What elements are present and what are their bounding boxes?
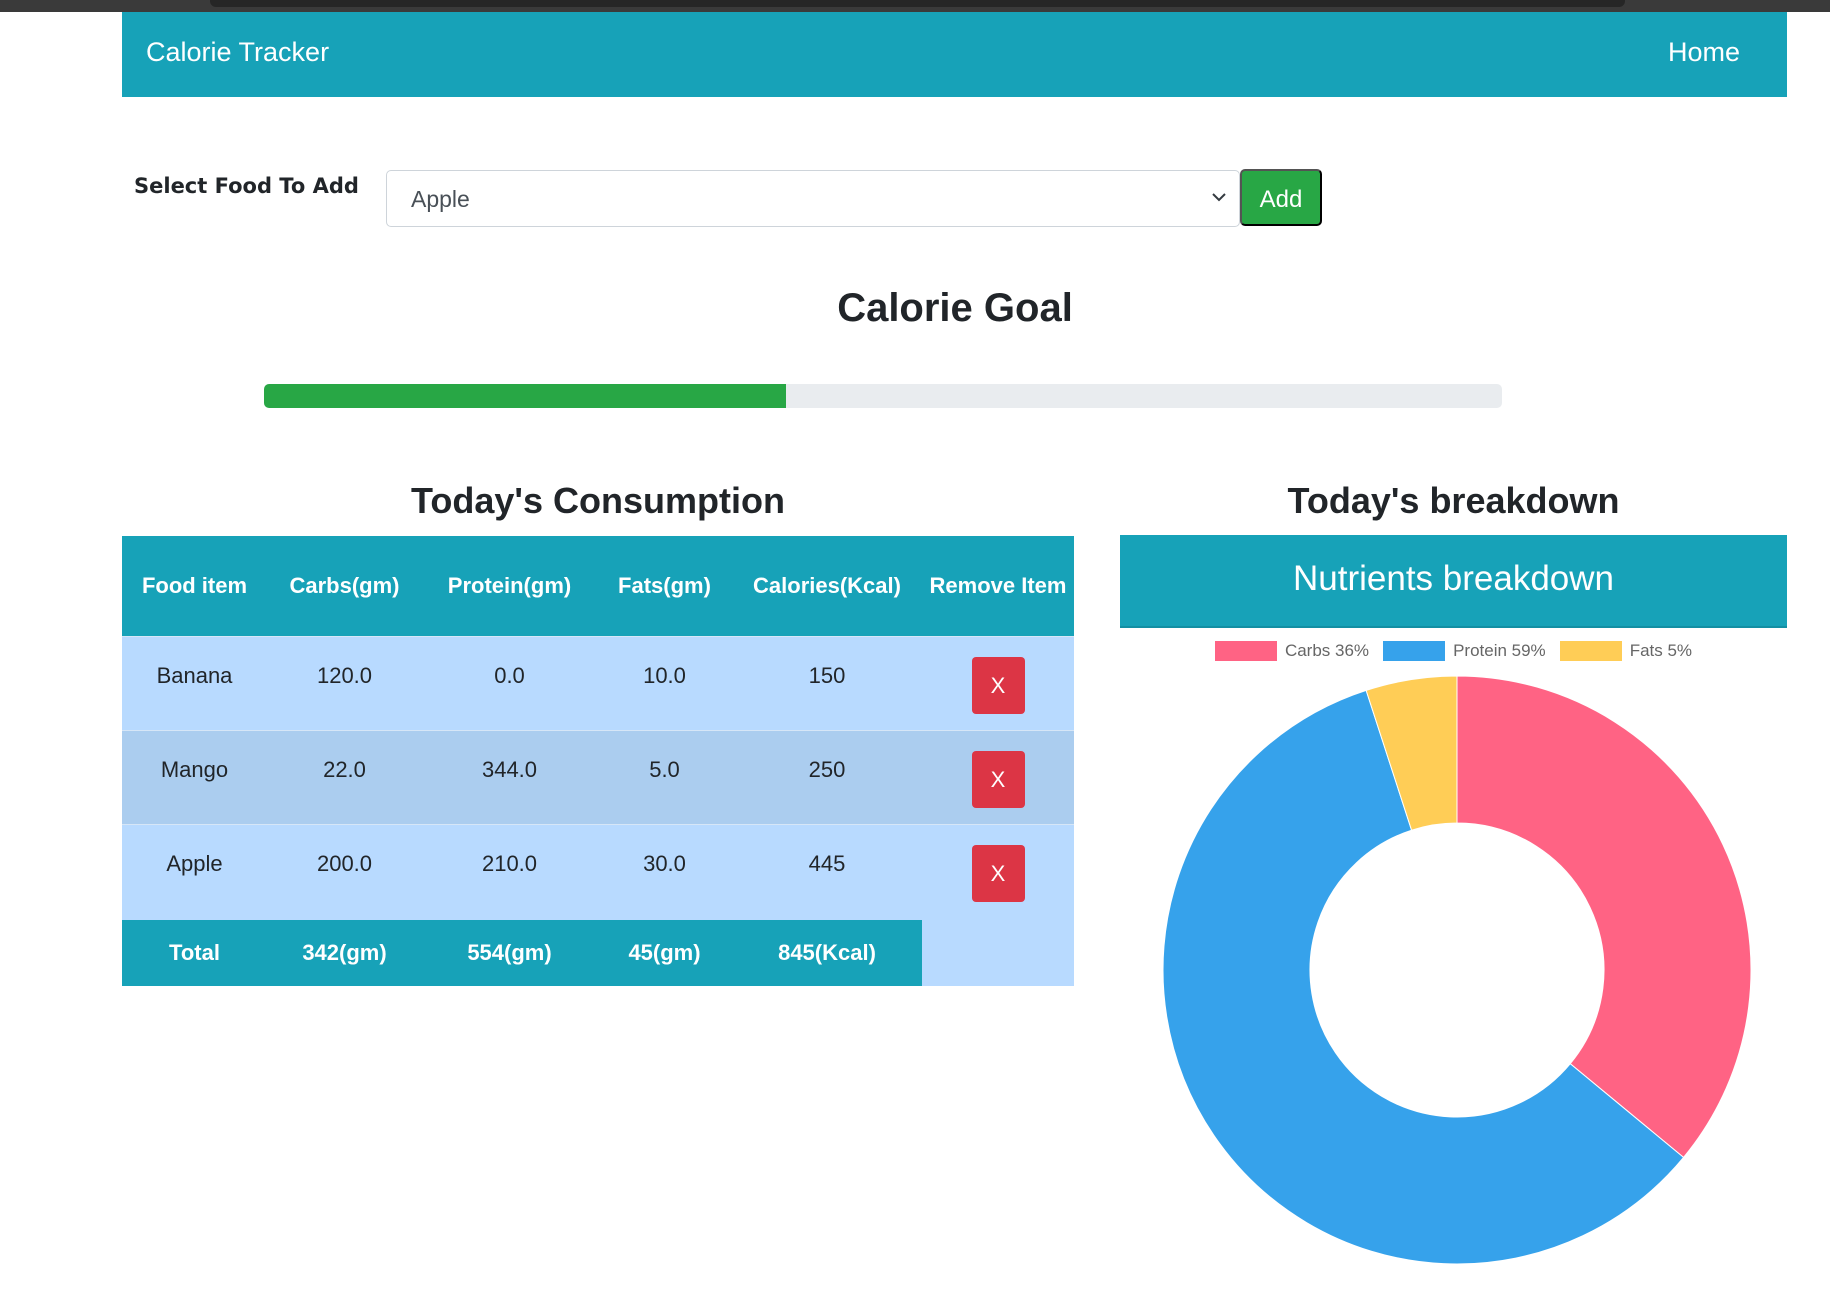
calorie-progress-fill [264,384,787,408]
carbs-cell: 120.0 [267,635,422,730]
donut-slice-fats[interactable] [1365,675,1458,831]
column-header: Food item [122,536,267,636]
carbs-cell: 22.0 [267,729,422,824]
column-header: Remove Item [922,536,1074,636]
food-cell: Apple [122,823,267,918]
total-blank-cell [922,918,1074,986]
total-label: Total [122,916,267,986]
calories-cell: 150 [732,635,922,730]
calories-cell: 250 [732,729,922,824]
legend-swatch [1383,641,1446,661]
chevron-down-icon [1212,193,1226,202]
legend-swatch [1559,641,1622,661]
table-row: Banana 120.0 0.0 10.0 150 X [122,635,1074,730]
column-header: Carbs(gm) [267,536,422,636]
table-header-row: Food item Carbs(gm) Protein(gm) Fats(gm)… [122,536,1074,636]
donut-slice-carbs[interactable] [1456,675,1752,1159]
chart-legend: Carbs 36% Protein 59% Fats 5% [1120,641,1787,661]
fats-cell: 10.0 [597,635,732,730]
food-cell: Banana [122,635,267,730]
total-protein: 554(gm) [422,916,597,986]
total-carbs: 342(gm) [267,916,422,986]
fats-cell: 30.0 [597,823,732,918]
consumption-title: Today's Consumption [411,480,785,521]
donut-slice-protein[interactable] [1162,689,1685,1265]
consumption-table: Food item Carbs(gm) Protein(gm) Fats(gm)… [122,536,1074,986]
column-header: Fats(gm) [597,536,732,636]
total-calories: 845(Kcal) [732,916,922,986]
column-header: Calories(Kcal) [732,536,922,636]
remove-cell: X [922,729,1074,824]
legend-item-fats[interactable]: Fats 5% [1559,641,1693,661]
home-link[interactable]: Home [1667,37,1740,67]
calorie-progress-bar [264,384,1502,408]
remove-cell: X [922,635,1074,730]
add-button[interactable]: Add [1240,169,1322,226]
remove-item-button[interactable]: X [971,656,1025,714]
brand-link[interactable]: Calorie Tracker [146,37,330,67]
column-header: Protein(gm) [422,536,597,636]
fats-cell: 5.0 [597,729,732,824]
remove-item-button[interactable]: X [971,750,1025,808]
breakdown-title: Today's breakdown [1287,480,1620,521]
legend-item-protein[interactable]: Protein 59% [1383,641,1546,661]
browser-tab-bar [210,0,1625,7]
calories-cell: 445 [732,823,922,918]
food-cell: Mango [122,729,267,824]
food-select-value: Apple [411,186,470,212]
legend-label: Carbs 36% [1284,641,1370,660]
carbs-cell: 200.0 [267,823,422,918]
legend-label: Protein 59% [1453,641,1546,660]
table-row: Apple 200.0 210.0 30.0 445 X [122,823,1074,918]
food-select[interactable]: Apple [386,170,1240,227]
nutrients-donut-chart[interactable] [1157,672,1757,1272]
protein-cell: 344.0 [422,729,597,824]
legend-swatch [1214,641,1277,661]
remove-item-button[interactable]: X [971,844,1025,902]
protein-cell: 0.0 [422,635,597,730]
total-fats: 45(gm) [597,916,732,986]
legend-item-carbs[interactable]: Carbs 36% [1214,641,1370,661]
table-row: Mango 22.0 344.0 5.0 250 X [122,729,1074,824]
remove-cell: X [922,823,1074,918]
nutrients-chart-header: Nutrients breakdown [1120,535,1787,628]
browser-top-strip [0,0,1830,12]
navbar: Calorie Tracker Home [122,12,1787,97]
legend-label: Fats 5% [1629,641,1693,660]
total-row: Total 342(gm) 554(gm) 45(gm) 845(Kcal) [122,916,1074,986]
select-food-label: Select Food To Add [134,174,359,198]
protein-cell: 210.0 [422,823,597,918]
calorie-goal-title: Calorie Goal [837,286,1073,330]
